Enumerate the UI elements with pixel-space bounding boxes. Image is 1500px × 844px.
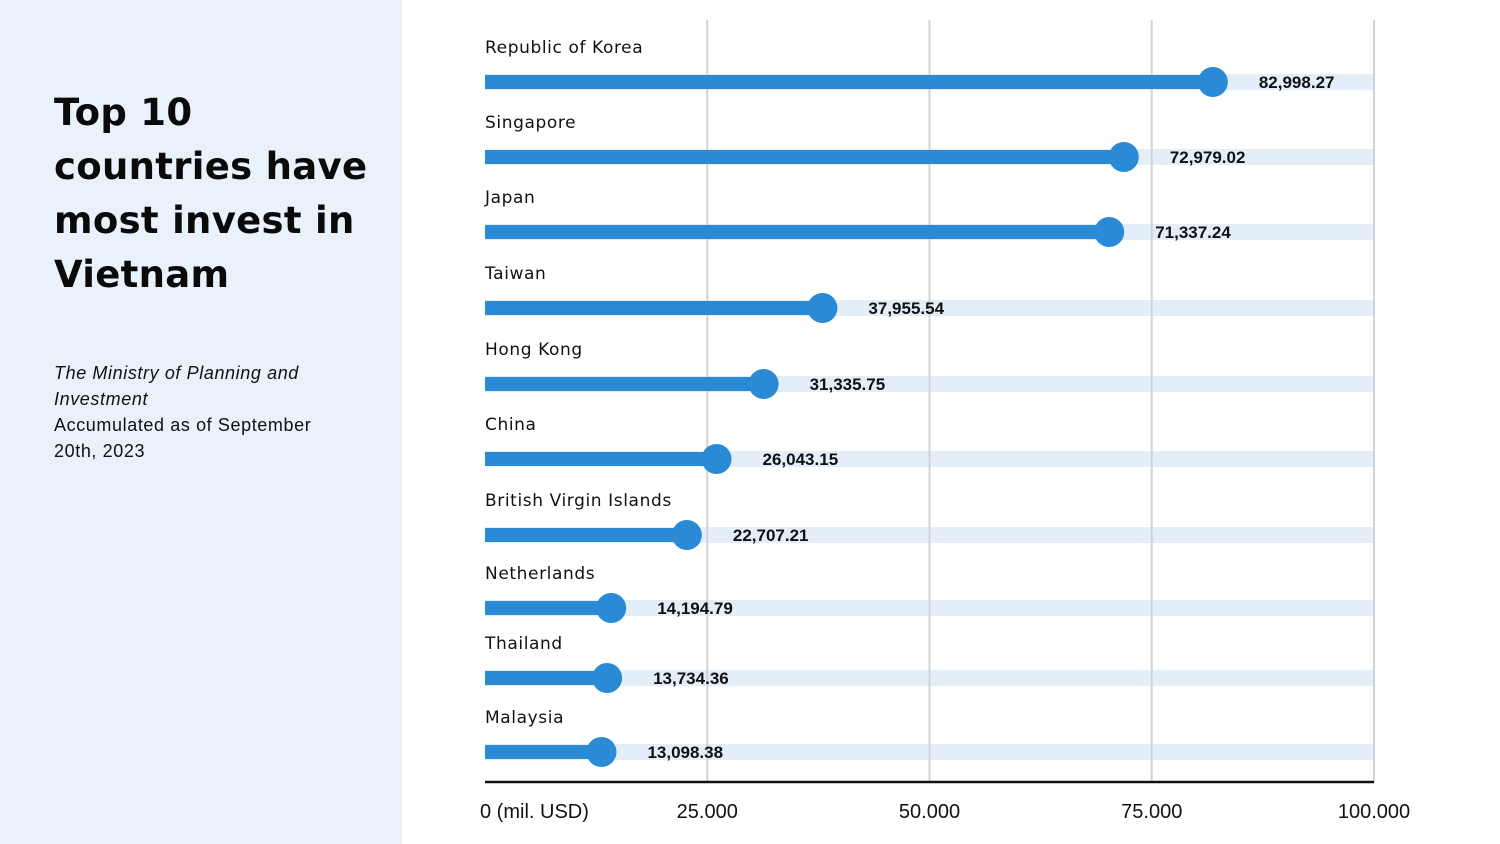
x-tick-label: 25.000 <box>677 801 738 823</box>
bar-dot <box>592 663 623 693</box>
bar <box>485 301 823 315</box>
category-label: British Virgin Islands <box>485 491 672 511</box>
bar <box>485 528 687 542</box>
category-label: Republic of Korea <box>485 38 643 58</box>
bar <box>485 601 612 615</box>
bar-dot <box>586 737 617 767</box>
x-tick-label: 75.000 <box>1121 801 1182 823</box>
category-label: Hong Kong <box>485 340 583 360</box>
x-tick-label: 50.000 <box>899 801 960 823</box>
category-label: China <box>485 415 537 435</box>
bar <box>485 377 764 391</box>
bar <box>485 150 1124 164</box>
category-label: Malaysia <box>485 708 564 728</box>
source-note: The Ministry of Planning and Investment … <box>54 360 354 464</box>
bar <box>485 745 602 759</box>
value-label: 37,955.54 <box>868 299 944 318</box>
bar-dot <box>807 293 838 323</box>
value-label: 82,998.27 <box>1259 73 1335 92</box>
value-label: 13,098.38 <box>647 743 723 762</box>
category-label: Netherlands <box>485 564 595 584</box>
bar <box>485 75 1213 89</box>
value-label: 72,979.02 <box>1170 148 1246 167</box>
category-label: Taiwan <box>484 264 546 284</box>
bar <box>485 225 1110 239</box>
value-label: 31,335.75 <box>810 375 886 394</box>
bar-dot <box>1094 217 1125 247</box>
chart-title: Top 10 countries have most invest in Vie… <box>54 91 368 296</box>
date-note: Accumulated as of September 20th, 2023 <box>54 415 312 461</box>
category-label: Singapore <box>485 113 576 133</box>
bar <box>485 671 608 685</box>
category-label: Japan <box>484 188 535 208</box>
value-label: 71,337.24 <box>1155 223 1231 242</box>
value-label: 26,043.15 <box>763 450 839 469</box>
side-panel: Top 10 countries have most invest in Vie… <box>0 0 402 844</box>
bar-dot <box>671 520 702 550</box>
bar <box>485 452 717 466</box>
category-label: Thailand <box>484 634 563 654</box>
source: The Ministry of Planning and Investment <box>54 363 299 409</box>
x-tick-label: 0 (mil. USD) <box>480 801 589 823</box>
value-label: 13,734.36 <box>653 669 729 688</box>
bar-dot <box>748 369 779 399</box>
value-label: 22,707.21 <box>733 526 809 545</box>
x-tick-label: 100.000 <box>1338 801 1410 823</box>
bar-dot <box>1197 67 1228 97</box>
bar-dot <box>596 593 627 623</box>
bar-dot <box>701 444 732 474</box>
bar-dot <box>1108 142 1139 172</box>
value-label: 14,194.79 <box>657 599 733 618</box>
